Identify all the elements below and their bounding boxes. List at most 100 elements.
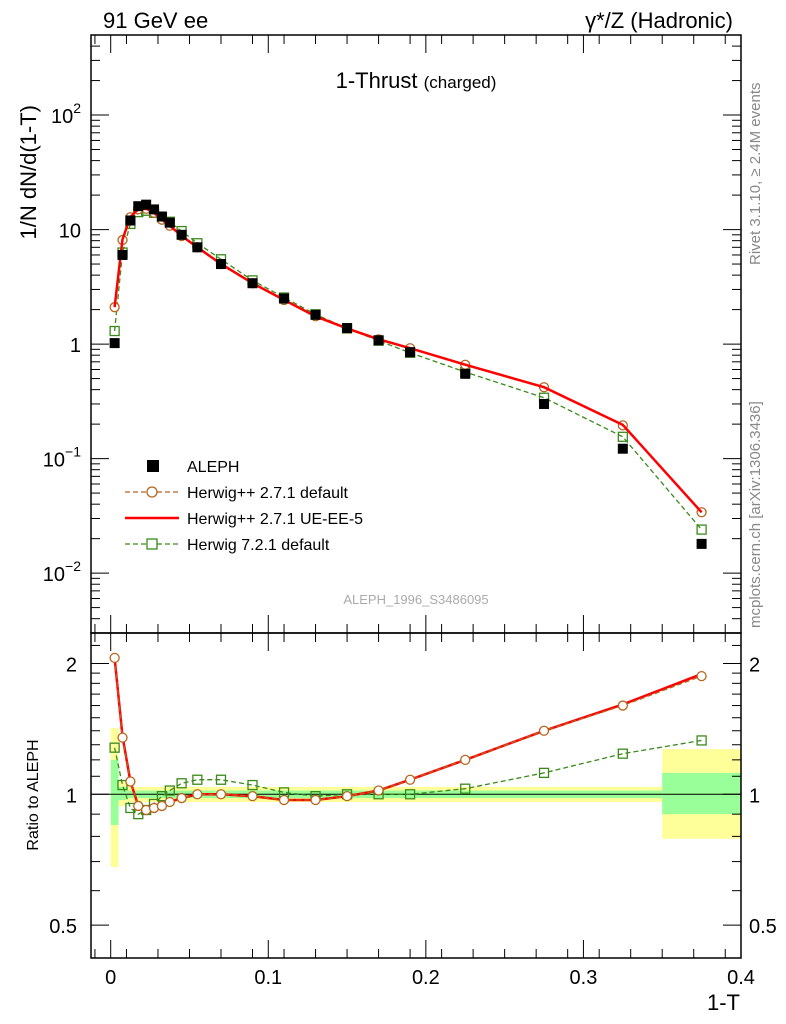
data-point <box>109 338 120 349</box>
stat-uncertainty-band <box>662 772 741 815</box>
circle-marker <box>156 800 168 812</box>
circle-marker <box>176 792 187 804</box>
circle-marker <box>278 794 290 806</box>
circle-marker <box>133 800 144 812</box>
ratio-y-axis-label: Ratio to ALEPH <box>25 739 42 850</box>
data-point <box>176 229 187 240</box>
legend-label: Herwig++ 2.7.1 default <box>187 485 349 502</box>
legend-symbol <box>146 486 158 498</box>
stat-uncertainty-band <box>110 759 119 825</box>
x-tick-label: 0.4 <box>727 967 755 989</box>
circle-marker <box>538 725 550 736</box>
square-marker <box>156 791 168 802</box>
ratio-series-layer <box>109 652 707 820</box>
circle-marker <box>125 776 136 787</box>
square-marker <box>215 774 227 785</box>
uncertainty-bands <box>110 728 741 868</box>
circle-marker <box>164 796 175 808</box>
data-point <box>149 204 160 215</box>
rivet-version: Rivet 3.1.10, ≥ 2.4M events <box>747 83 764 266</box>
circle-marker <box>696 670 707 682</box>
data-point <box>164 217 175 228</box>
data-point <box>156 211 167 222</box>
main-y-tick-label: 1 <box>70 335 81 357</box>
circle-marker <box>617 700 628 711</box>
circle-marker <box>460 754 471 766</box>
legend: ALEPH Herwig++ 2.7.1 default Herwig++ 2.7.… <box>125 459 363 554</box>
data-point <box>141 199 152 210</box>
data-point <box>279 293 290 304</box>
ratio-y-tick-label-right: 2 <box>749 654 760 676</box>
main-y-tick-label: 10−1 <box>43 444 81 472</box>
square-marker <box>176 778 187 789</box>
circle-marker <box>404 774 416 785</box>
square-marker <box>617 431 628 442</box>
data-point <box>216 259 226 270</box>
ratio-y-tick-label: 1 <box>66 785 77 807</box>
square-marker <box>164 785 175 796</box>
square-marker <box>538 767 550 779</box>
legend-entry: Herwig++ 2.7.1 default <box>125 485 349 502</box>
data-point <box>539 398 550 409</box>
data-point <box>117 249 128 260</box>
ratio-panel-frame <box>90 632 742 959</box>
x-axis-label: 1-T <box>707 990 740 1015</box>
square-marker <box>109 742 120 753</box>
series-herwig-2-7-1-default <box>109 652 707 816</box>
data-point <box>373 335 384 346</box>
circle-marker <box>192 789 203 800</box>
ratio-y-tick-label: 0.5 <box>49 916 77 938</box>
x-tick-label: 0.2 <box>412 967 440 989</box>
data-point <box>133 201 144 212</box>
square-marker <box>247 779 258 791</box>
main-y-tick-label: 102 <box>51 100 81 128</box>
main-y-tick-label: 10 <box>59 221 81 243</box>
main-title-text: 1-Thrust <box>336 68 418 93</box>
square-marker <box>404 789 416 800</box>
ratio-y-tick-label-right: 1 <box>749 785 760 807</box>
mcplots-reference: mcplots.cern.ch [arXiv:1306.3436] <box>747 401 764 628</box>
circle-marker <box>109 652 120 664</box>
legend-entry: ALEPH <box>147 459 239 476</box>
series-line <box>113 739 702 815</box>
main-title-suffix: (charged) <box>424 73 497 92</box>
legend-label: ALEPH <box>187 459 239 476</box>
data-point <box>192 242 203 253</box>
legend-symbol <box>146 538 158 550</box>
data-point <box>460 368 471 379</box>
main-title: 1-Thrust (charged) <box>336 68 497 93</box>
circle-marker <box>310 794 321 806</box>
circle-marker <box>341 791 353 802</box>
square-marker <box>617 748 628 759</box>
circle-marker <box>215 789 227 800</box>
square-marker <box>460 783 471 794</box>
data-point <box>247 278 258 289</box>
legend-label: Herwig++ 2.7.1 UE-EE-5 <box>187 511 363 528</box>
stat-uncertainty-band <box>118 786 127 801</box>
axis-ticks: 10−2 10−1 1 10 102 0.5 0.5 1 1 2 2 0 0.1 0.2 0.3 0.4 <box>43 34 777 989</box>
data-point <box>696 538 707 549</box>
main-y-tick-label: 10−2 <box>43 558 81 586</box>
square-marker <box>696 735 707 746</box>
ratio-y-tick-label: 2 <box>66 654 77 676</box>
analysis-watermark: ALEPH_1996_S3486095 <box>343 592 488 607</box>
legend-entry: Herwig++ 2.7.1 UE-EE-5 <box>125 511 363 528</box>
series-aleph <box>109 199 707 549</box>
data-point <box>342 323 353 334</box>
circle-marker <box>247 791 258 802</box>
data-point <box>617 443 628 454</box>
series-herwig-7-2-1-default <box>109 735 707 820</box>
legend-entry: Herwig 7.2.1 default <box>125 537 330 554</box>
header-right: γ*/Z (Hadronic) <box>585 8 733 33</box>
square-marker <box>109 325 120 337</box>
series-line <box>113 210 703 531</box>
x-tick-label: 0 <box>105 967 116 989</box>
main-series-layer <box>109 199 707 549</box>
header-left: 91 GeV ee <box>103 8 208 33</box>
data-point <box>405 347 416 358</box>
x-tick-label: 0.1 <box>254 967 282 989</box>
circle-marker <box>373 785 384 796</box>
circle-marker <box>117 732 128 743</box>
square-marker <box>696 524 707 535</box>
